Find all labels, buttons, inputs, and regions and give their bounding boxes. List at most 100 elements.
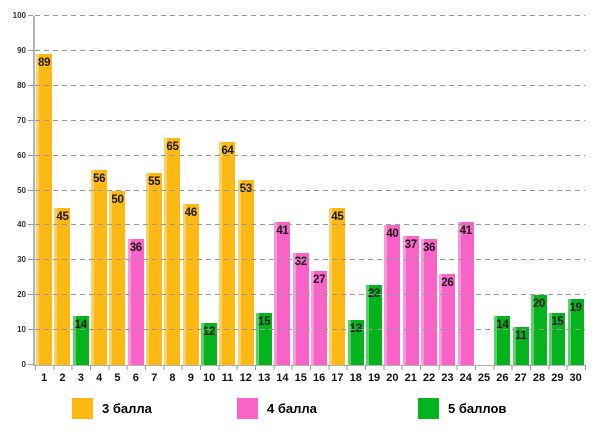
y-axis-tick <box>28 154 33 156</box>
bar-slot: 23 <box>365 16 383 365</box>
x-axis-label: 21 <box>404 372 417 384</box>
bar-value-label: 45 <box>56 210 69 223</box>
y-axis-label: 10 <box>17 325 26 335</box>
bar-value-label: 56 <box>93 172 106 185</box>
bar-slot: 20 <box>530 16 548 365</box>
bar: 26 <box>439 274 456 365</box>
bar-value-label: 20 <box>532 298 546 311</box>
y-axis-label: 90 <box>17 45 26 55</box>
y-axis-label: 40 <box>17 220 26 230</box>
x-axis-ticks <box>35 365 586 370</box>
bar-value-label: 50 <box>111 193 124 206</box>
bar: 64 <box>219 141 236 365</box>
gridline <box>35 329 585 331</box>
bar-slot: 64 <box>218 16 236 365</box>
x-axis-label: 29 <box>551 372 564 384</box>
x-axis-label: 2 <box>59 372 66 384</box>
x-axis-labels: 1 2 3 4 5 6 7 8 9 10 11 12 13 14 15 16 17 18 19 20 21 22 23 24 2… <box>35 372 585 386</box>
gridline <box>35 49 585 51</box>
x-axis-label: 3 <box>77 372 84 384</box>
x-axis-label: 14 <box>276 372 289 384</box>
plot-area: 89 45 14 56 50 36 55 65 46 12 64 53 15 41 32 27 45 13 23 40… <box>13 12 586 370</box>
bar-value-label: 15 <box>551 315 564 328</box>
gridline <box>35 189 585 191</box>
y-axis-line <box>33 16 35 365</box>
bar-slot: 46 <box>182 16 200 365</box>
bar-slot <box>475 16 493 365</box>
bar-value-label: 53 <box>239 183 253 196</box>
x-axis-label: 9 <box>187 372 194 384</box>
bar: 32 <box>292 253 309 365</box>
bar: 40 <box>384 225 401 365</box>
bar-value-label: 40 <box>386 228 399 241</box>
bar: 65 <box>164 138 181 365</box>
bar-value-label: 46 <box>184 207 198 220</box>
x-axis-label: 19 <box>367 372 381 384</box>
legend-item-5-ballov: 5 баллов <box>418 398 506 419</box>
x-axis-label: 13 <box>257 372 271 384</box>
bar-value-label: 15 <box>257 315 271 328</box>
legend-label-3-balla: 3 балла <box>102 401 152 416</box>
bar-value-label: 19 <box>569 301 583 314</box>
gridline <box>35 119 585 121</box>
y-axis-label: 0 <box>21 360 26 369</box>
bar-slot: 11 <box>512 16 530 365</box>
x-axis-label: 16 <box>312 372 326 384</box>
bar-value-label: 36 <box>129 242 143 255</box>
bar-value-label: 26 <box>441 277 454 290</box>
x-axis-label: 1 <box>41 372 48 384</box>
legend: 3 балла 4 балла 5 баллов <box>0 398 600 424</box>
legend-label-5-ballov: 5 баллов <box>448 401 507 416</box>
x-axis-label: 11 <box>221 372 234 384</box>
y-axis-label: 30 <box>17 255 26 265</box>
bar: 37 <box>402 235 419 365</box>
bar-value-label: 27 <box>312 273 326 286</box>
bar: 50 <box>109 190 126 365</box>
bar-slot: 14 <box>493 16 511 365</box>
bar-slot: 41 <box>457 16 475 365</box>
y-axis-tick <box>28 294 33 296</box>
bar: 55 <box>146 173 163 365</box>
bar-slot: 40 <box>383 16 401 365</box>
bar-value-label: 14 <box>74 319 88 332</box>
x-axis-label: 17 <box>331 372 344 384</box>
x-axis-label: 24 <box>459 372 472 384</box>
bar: 45 <box>329 207 346 365</box>
bar-slot: 14 <box>72 16 90 365</box>
bar-slot: 56 <box>90 16 108 365</box>
x-axis-label: 12 <box>239 372 252 384</box>
bar-slot: 19 <box>567 16 585 365</box>
bar-value-label: 14 <box>496 319 509 332</box>
bar-value-label: 45 <box>331 210 344 223</box>
bar-value-label: 32 <box>294 256 308 269</box>
bar: 13 <box>347 319 364 365</box>
x-axis-label: 5 <box>114 372 121 384</box>
x-axis-label: 20 <box>386 372 399 384</box>
bar: 15 <box>549 312 566 365</box>
legend-item-3-balla: 3 балла <box>72 398 152 419</box>
y-axis-tick <box>28 189 33 191</box>
bar: 89 <box>36 54 53 365</box>
x-axis-label: 7 <box>151 372 158 384</box>
x-axis-label: 25 <box>477 372 491 384</box>
x-axis-label: 8 <box>169 372 176 384</box>
x-axis-label: 6 <box>132 372 139 384</box>
bar-value-label: 37 <box>404 238 418 251</box>
bar-value-label: 64 <box>221 144 234 157</box>
bar-slot: 36 <box>420 16 438 365</box>
y-axis-tick <box>28 224 33 226</box>
y-axis-label: 50 <box>17 185 26 195</box>
bar-value-label: 11 <box>514 329 527 342</box>
x-axis-label: 22 <box>422 372 436 384</box>
bar: 19 <box>567 298 584 365</box>
y-axis-label: 70 <box>17 115 26 125</box>
gridline <box>35 154 585 156</box>
bar-value-label: 36 <box>422 242 436 255</box>
bar-slot: 45 <box>328 16 346 365</box>
bar: 56 <box>91 169 108 365</box>
bar: 53 <box>237 180 254 365</box>
bar: 23 <box>366 284 383 365</box>
y-axis-label: 60 <box>17 150 26 160</box>
gridline <box>35 84 585 86</box>
x-axis-label: 23 <box>441 372 454 384</box>
